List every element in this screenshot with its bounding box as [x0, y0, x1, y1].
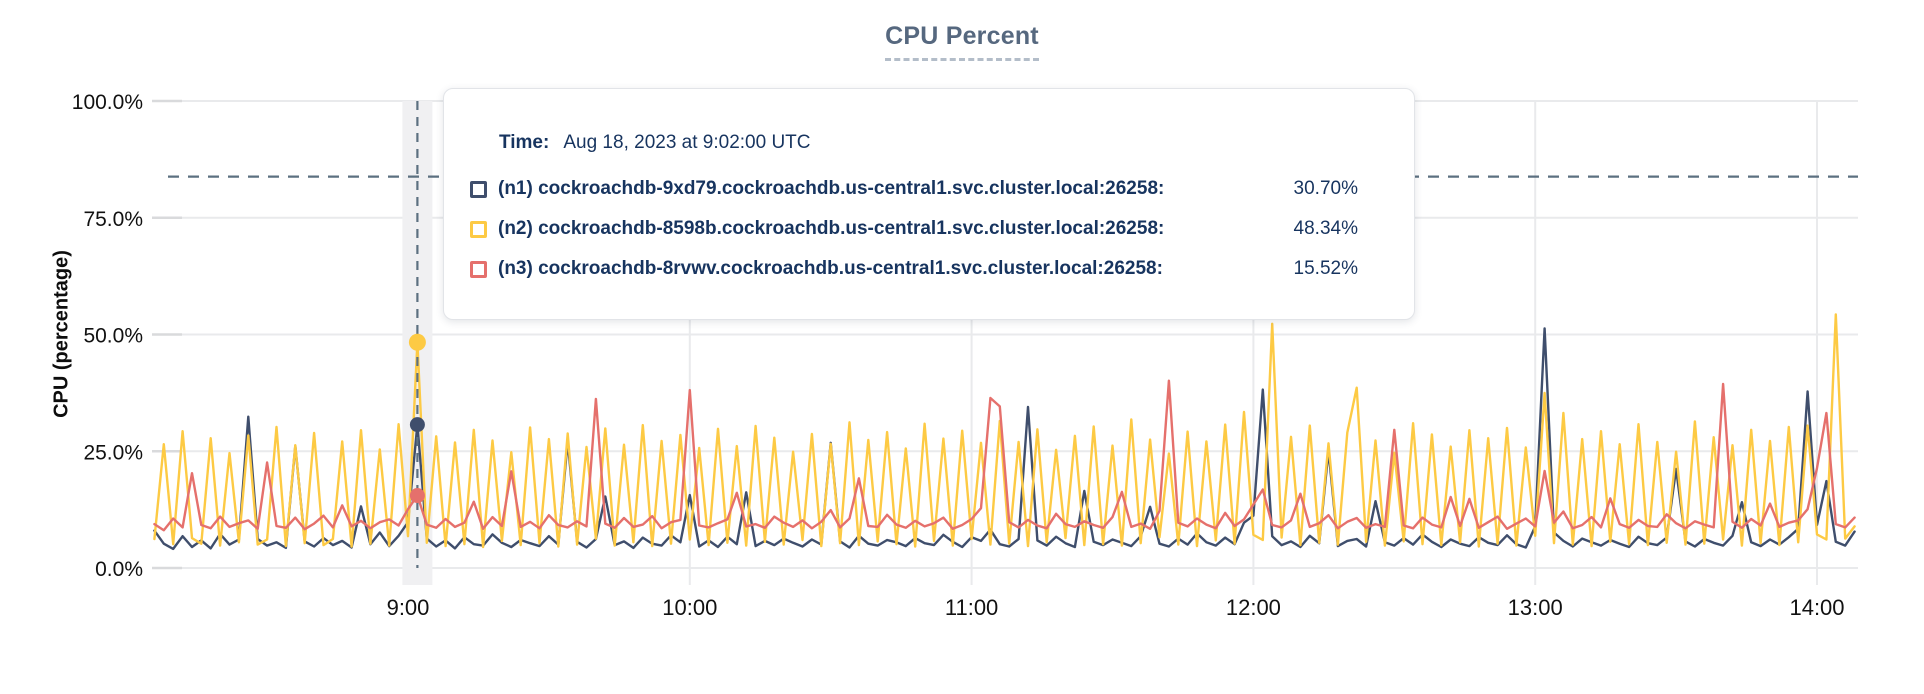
- hover-tooltip: Time: Aug 18, 2023 at 9:02:00 UTC (n1) c…: [443, 88, 1415, 320]
- y-tick-label: 0.0%: [95, 558, 143, 581]
- y-axis-title: CPU (percentage): [50, 250, 73, 418]
- chart-title[interactable]: CPU Percent: [885, 22, 1039, 61]
- x-tick-label: 13:00: [1508, 595, 1563, 620]
- n1-series-marker-icon: [470, 180, 487, 198]
- series-line-n1: [153, 327, 1856, 551]
- tooltip-time-row: Time: Aug 18, 2023 at 9:02:00 UTC: [499, 131, 1358, 155]
- tooltip-time-label: Time:: [499, 132, 550, 153]
- n2-series-label: (n2) cockroachdb-8598b.cockroachdb.us-ce…: [498, 218, 1165, 239]
- crosshair-dot-n2: [408, 333, 426, 351]
- crosshair-dot-n1: [409, 417, 425, 433]
- y-tick-label: 100.0%: [72, 91, 143, 114]
- y-tick-label: 25.0%: [83, 441, 143, 464]
- x-tick-label: 12:00: [1226, 595, 1281, 620]
- y-tick-label: 75.0%: [83, 208, 143, 231]
- series-line-n3: [153, 379, 1856, 532]
- tooltip-series-row-n2: (n2) cockroachdb-8598b.cockroachdb.us-ce…: [470, 217, 1358, 241]
- tooltip-series-row-n1: (n1) cockroachdb-9xd79.cockroachdb.us-ce…: [470, 177, 1358, 201]
- n3-series-value: 15.52%: [1293, 258, 1358, 279]
- plot-area[interactable]: 100.0% 75.0% 50.0% 25.0% 0.0% 9:00 10:00 11:00 1…: [0, 0, 1924, 660]
- crosshair-dot-n3: [409, 488, 425, 504]
- chart-title-row: CPU Percent: [0, 22, 1924, 61]
- n3-series-marker-icon: [470, 260, 487, 278]
- x-tick-label: 10:00: [662, 595, 717, 620]
- n1-series-value: 30.70%: [1293, 178, 1358, 199]
- n2-series-marker-icon: [470, 220, 487, 238]
- x-tick-label: 11:00: [945, 595, 998, 620]
- n2-series-value: 48.34%: [1293, 218, 1358, 239]
- x-tick-label: 14:00: [1789, 595, 1844, 620]
- tooltip-time-value: Aug 18, 2023 at 9:02:00 UTC: [563, 132, 811, 153]
- x-tick-label: 9:00: [387, 595, 430, 620]
- series-line-n2: [153, 313, 1856, 549]
- n3-series-label: (n3) cockroachdb-8rvwv.cockroachdb.us-ce…: [498, 258, 1163, 279]
- y-tick-label: 50.0%: [83, 325, 143, 348]
- tooltip-series-row-n3: (n3) cockroachdb-8rvwv.cockroachdb.us-ce…: [470, 257, 1358, 281]
- n1-series-label: (n1) cockroachdb-9xd79.cockroachdb.us-ce…: [498, 178, 1165, 199]
